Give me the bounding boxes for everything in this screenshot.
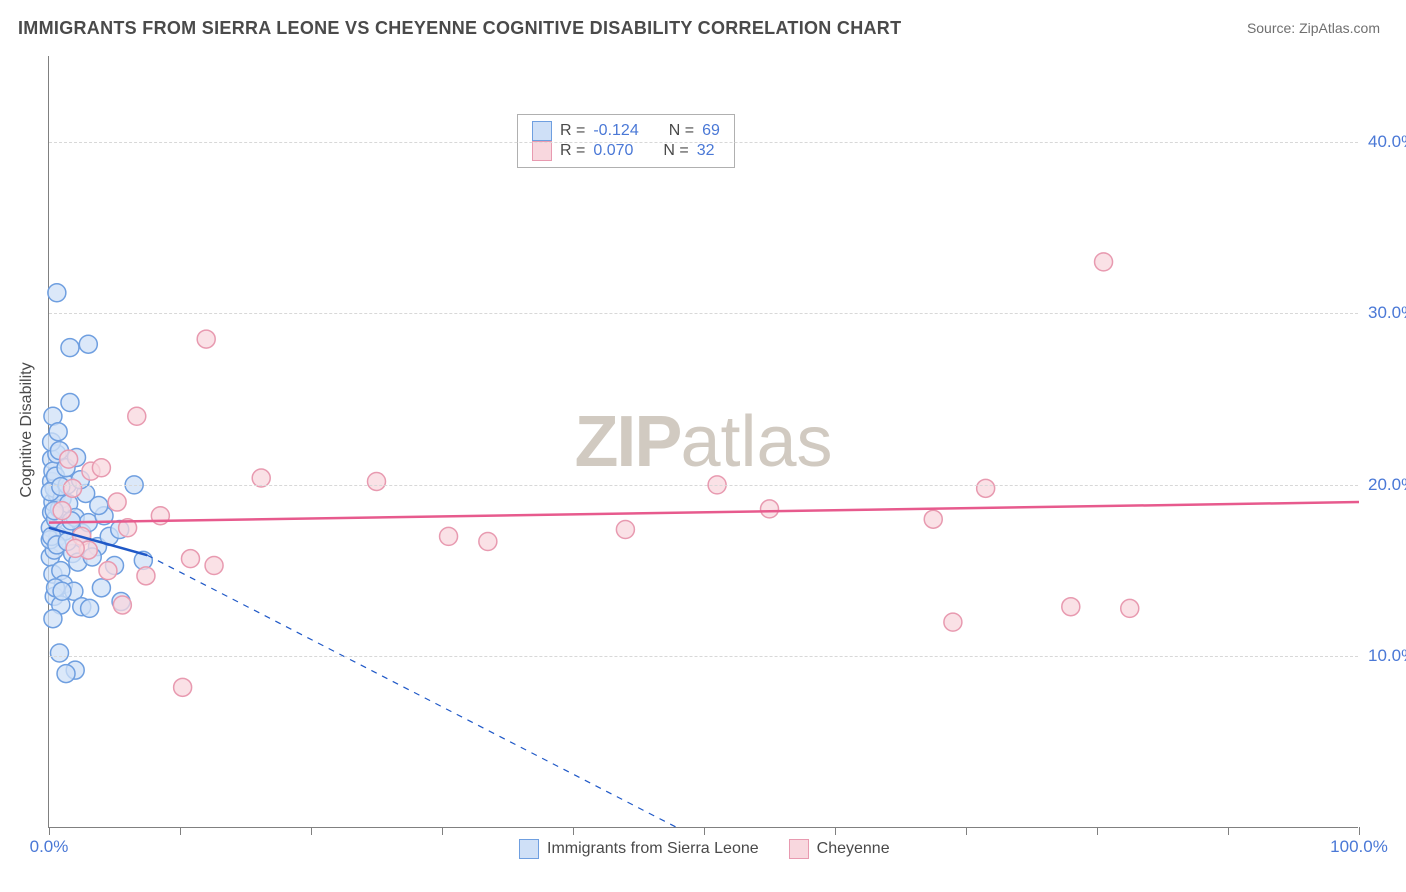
gridline [49, 142, 1358, 143]
scatter-point [977, 479, 995, 497]
scatter-point [99, 562, 117, 580]
scatter-point [50, 644, 68, 662]
x-tick [835, 827, 836, 835]
x-tick [1228, 827, 1229, 835]
scatter-point [57, 665, 75, 683]
x-tick-label: 100.0% [1330, 837, 1388, 857]
legend-series-label: Immigrants from Sierra Leone [547, 840, 759, 858]
y-tick-label: 30.0% [1368, 303, 1406, 323]
scatter-point [174, 678, 192, 696]
legend-n-label: N = [669, 122, 694, 140]
x-tick [1097, 827, 1098, 835]
scatter-point [1121, 599, 1139, 617]
scatter-point [92, 579, 110, 597]
x-tick [966, 827, 967, 835]
legend-r-label: R = [560, 122, 585, 140]
chart-svg [49, 56, 1358, 827]
scatter-point [181, 550, 199, 568]
scatter-point [479, 533, 497, 551]
gridline [49, 656, 1358, 657]
scatter-point [944, 613, 962, 631]
scatter-point [137, 567, 155, 585]
scatter-point [205, 557, 223, 575]
legend-swatch [789, 839, 809, 859]
source-label: Source: ZipAtlas.com [1247, 20, 1380, 36]
y-axis-label: Cognitive Disability [18, 362, 36, 497]
scatter-point [761, 500, 779, 518]
scatter-point [53, 502, 71, 520]
legend-r-value: -0.124 [593, 122, 638, 140]
scatter-point [1062, 598, 1080, 616]
x-tick [180, 827, 181, 835]
x-tick [1359, 827, 1360, 835]
scatter-point [60, 450, 78, 468]
legend-swatch [519, 839, 539, 859]
scatter-point [924, 510, 942, 528]
legend-series: Immigrants from Sierra Leone Cheyenne [519, 839, 890, 859]
scatter-point [128, 407, 146, 425]
scatter-point [79, 335, 97, 353]
x-tick [49, 827, 50, 835]
x-tick [573, 827, 574, 835]
legend-stat-row: R = 0.070 N = 32 [532, 141, 720, 161]
legend-swatch [532, 141, 552, 161]
x-tick [442, 827, 443, 835]
scatter-point [48, 284, 66, 302]
scatter-point [66, 539, 84, 557]
x-tick [704, 827, 705, 835]
legend-series-item: Cheyenne [789, 839, 890, 859]
scatter-point [368, 472, 386, 490]
plot-area: ZIPatlas R =-0.124N =69R =0.070N =32 Imm… [48, 56, 1358, 828]
scatter-point [108, 493, 126, 511]
legend-n-value: 69 [702, 122, 720, 140]
x-tick [311, 827, 312, 835]
scatter-point [197, 330, 215, 348]
legend-series-item: Immigrants from Sierra Leone [519, 839, 759, 859]
scatter-point [1095, 253, 1113, 271]
legend-n-value: 32 [697, 142, 715, 160]
scatter-point [440, 527, 458, 545]
chart-title: IMMIGRANTS FROM SIERRA LEONE VS CHEYENNE… [18, 18, 901, 39]
legend-stat-row: R = -0.124 N = 69 [532, 121, 720, 141]
scatter-point [61, 394, 79, 412]
gridline [49, 313, 1358, 314]
scatter-point [90, 496, 108, 514]
legend-r-label: R = [560, 142, 585, 160]
x-tick-label: 0.0% [30, 837, 69, 857]
scatter-point [64, 479, 82, 497]
scatter-point [44, 610, 62, 628]
gridline [49, 485, 1358, 486]
scatter-point [113, 596, 131, 614]
y-tick-label: 40.0% [1368, 132, 1406, 152]
scatter-point [49, 423, 67, 441]
scatter-point [616, 520, 634, 538]
legend-n-label: N = [663, 142, 688, 160]
regression-extension [147, 555, 678, 828]
scatter-point [92, 459, 110, 477]
y-tick-label: 20.0% [1368, 475, 1406, 495]
scatter-point [53, 582, 71, 600]
legend-series-label: Cheyenne [817, 840, 890, 858]
legend-swatch [532, 121, 552, 141]
legend-r-value: 0.070 [593, 142, 633, 160]
scatter-point [61, 339, 79, 357]
regression-line [49, 502, 1359, 523]
scatter-point [81, 599, 99, 617]
y-tick-label: 10.0% [1368, 646, 1406, 666]
